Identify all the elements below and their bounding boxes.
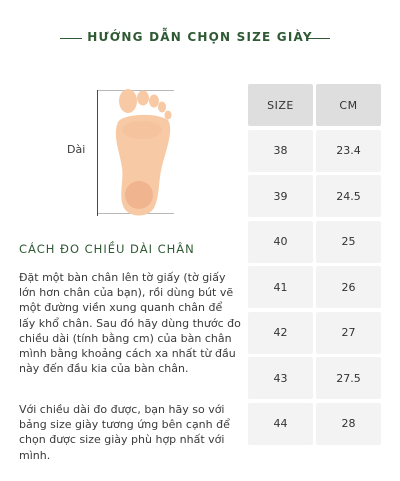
measure-guide-title: CÁCH ĐO CHIỀU DÀI CHÂN [19,242,195,256]
size-cell: 39 [248,175,313,217]
cm-cell: 23.4 [316,129,381,172]
cm-cell: 25 [316,220,381,263]
size-cell: 42 [248,311,313,354]
table-row: 40 25 [248,220,381,263]
cm-cell: 27 [316,311,381,354]
size-cell: 40 [248,220,313,263]
cm-cell: 26 [316,266,381,308]
page-title: HƯỚNG DẪN CHỌN SIZE GIÀY [87,30,313,44]
length-label: Dài [67,143,86,156]
column-header-size: SIZE [248,84,313,126]
foot-diagram: Dài [40,86,180,216]
cm-cell: 27.5 [316,357,381,399]
size-compare-note: Với chiều dài đo được, bạn hãy so với bả… [19,403,230,462]
size-cell: 41 [248,266,313,308]
dimension-line [97,90,98,216]
foot-illustration [115,89,172,216]
size-chart-table: SIZE CM 38 23.4 39 24.5 40 25 41 26 42 2… [248,84,381,448]
page-header: HƯỚNG DẪN CHỌN SIZE GIÀY [0,28,400,50]
size-cell: 38 [248,129,313,172]
cm-cell: 24.5 [316,175,381,217]
size-cell: 43 [248,357,313,399]
table-header-row: SIZE CM [248,84,381,126]
table-row: 41 26 [248,266,381,308]
table-row: 44 28 [248,402,381,445]
column-header-cm: CM [316,84,381,126]
table-row: 39 24.5 [248,175,381,217]
header-rule-left [60,38,82,39]
dimension-tick-top [97,90,174,91]
cm-cell: 28 [316,402,381,445]
table-row: 42 27 [248,311,381,354]
table-row: 38 23.4 [248,129,381,172]
header-rule-right [306,38,330,39]
measure-instructions: Đặt một bàn chân lên tờ giấy (tờ giấy lớ… [19,271,241,376]
table-row: 43 27.5 [248,357,381,399]
size-cell: 44 [248,402,313,445]
